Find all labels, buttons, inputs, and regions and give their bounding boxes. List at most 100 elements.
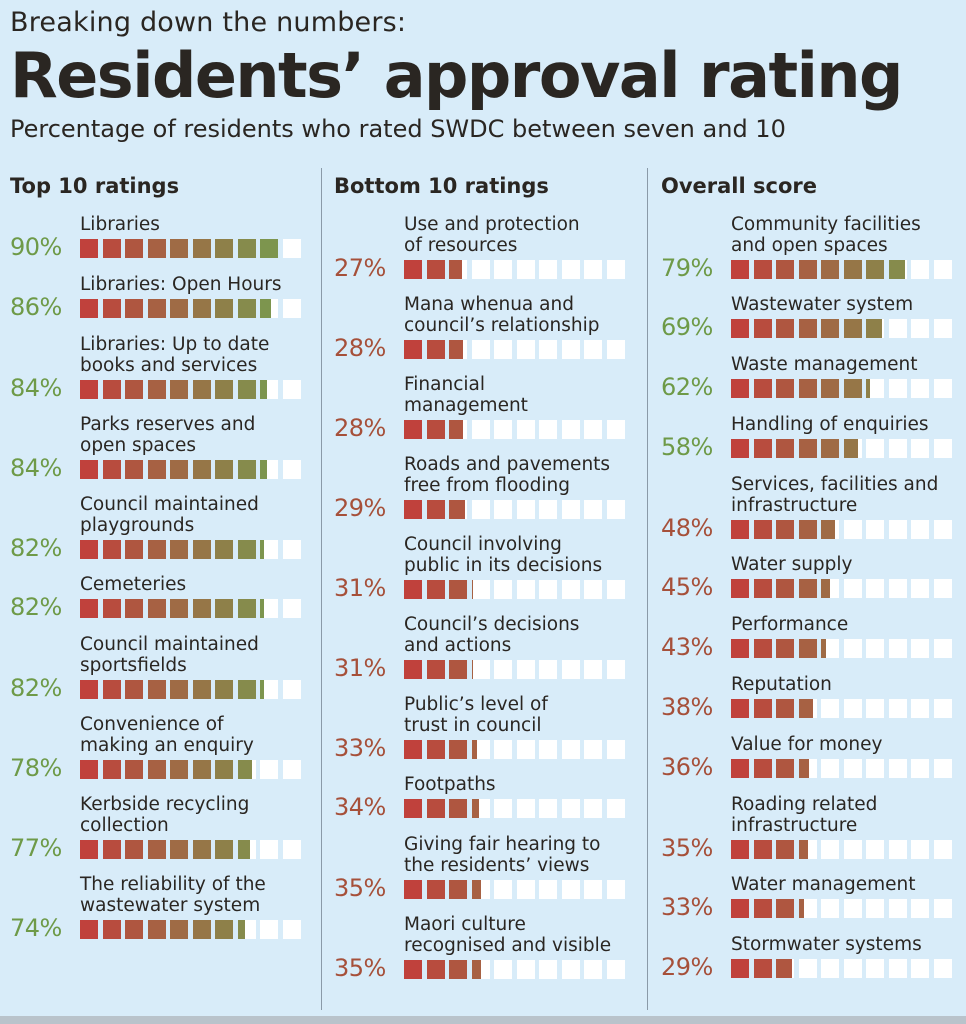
bar-segment-fill	[192, 380, 211, 399]
bar-segment	[731, 840, 749, 859]
bar-segment	[125, 920, 143, 939]
bar-segment	[731, 260, 749, 279]
bar-segment	[866, 439, 884, 458]
bar-segment-fill	[125, 540, 143, 559]
bar-segment-fill	[215, 599, 233, 618]
column-heading: Top 10 ratings	[10, 174, 180, 198]
bar-segment-fill	[821, 579, 830, 598]
bar-segment	[147, 599, 166, 618]
bar-segment-fill	[731, 319, 749, 338]
bar-segment	[170, 840, 188, 859]
bar-segment-fill	[80, 760, 98, 779]
bar-segment	[449, 660, 467, 679]
rating-percent: 35%	[334, 954, 386, 982]
bar-segment	[821, 639, 839, 658]
bar-segment	[731, 959, 749, 978]
rating-percent: 33%	[661, 893, 713, 921]
rating-percent: 36%	[661, 753, 713, 781]
bar-segment	[170, 680, 188, 699]
bar-segment	[933, 260, 952, 279]
rating-label: Convenience of	[80, 714, 224, 735]
bar-segment	[282, 599, 301, 618]
rating-percent: 79%	[661, 254, 713, 282]
rating-label: books and services	[80, 355, 258, 376]
rating-label: Handling of enquiries	[731, 414, 929, 435]
bar-segment-fill	[237, 380, 256, 399]
bar-segment	[215, 840, 233, 859]
bar-segment	[282, 760, 301, 779]
bar-segment	[170, 920, 188, 939]
rating-label: open spaces	[80, 435, 196, 456]
bar-segment	[911, 520, 929, 539]
bar-segment	[147, 239, 166, 258]
rating-label: The reliability of the	[80, 874, 266, 895]
rating-percent: 78%	[10, 754, 62, 782]
bar-segment-fill	[237, 299, 256, 318]
bar-segment	[516, 880, 535, 899]
rating-percent: 35%	[661, 834, 713, 862]
bar-segment-fill	[731, 699, 749, 718]
bar-segment	[260, 380, 278, 399]
bar-segment-fill	[798, 520, 817, 539]
bar-segment-fill	[776, 520, 794, 539]
bar-segment	[215, 380, 233, 399]
bar-segment-fill	[471, 580, 474, 599]
rating-bar	[731, 439, 952, 458]
bar-segment	[260, 680, 278, 699]
bar-segment-fill	[237, 239, 256, 258]
bar-segment-fill	[102, 380, 121, 399]
bar-segment-fill	[192, 460, 211, 479]
bar-segment	[606, 740, 625, 759]
rating-label: Roads and pavements	[404, 454, 611, 475]
bar-segment	[494, 420, 512, 439]
bar-segment	[215, 920, 233, 939]
bar-segment-fill	[426, 500, 445, 519]
bar-segment	[798, 319, 817, 338]
rating-percent: 35%	[334, 874, 386, 902]
bar-segment	[471, 420, 490, 439]
bar-segment-fill	[449, 740, 467, 759]
bar-segment-fill	[731, 959, 749, 978]
bar-segment-fill	[260, 239, 278, 258]
bar-segment	[539, 799, 557, 818]
page-title: Residents’ approval rating	[10, 39, 903, 112]
bar-segment	[798, 639, 817, 658]
bar-segment	[866, 759, 884, 778]
bar-segment-fill	[449, 500, 466, 519]
bar-segment	[561, 260, 580, 279]
bar-segment	[933, 840, 952, 859]
bar-segment-fill	[426, 660, 445, 679]
bar-segment	[282, 460, 301, 479]
bar-segment-fill	[776, 639, 794, 658]
bar-segment	[798, 699, 817, 718]
bar-segment	[237, 760, 256, 779]
bar-segment	[147, 380, 166, 399]
bar-segment	[102, 239, 121, 258]
bar-segment-fill	[102, 680, 121, 699]
bar-segment	[170, 760, 188, 779]
bar-segment	[606, 580, 625, 599]
bar-segment	[147, 299, 166, 318]
bar-segment-fill	[731, 439, 749, 458]
bar-segment-fill	[776, 899, 794, 918]
bar-segment-fill	[753, 759, 772, 778]
bar-segment-fill	[843, 260, 862, 279]
bar-segment-fill	[215, 299, 233, 318]
bar-segment	[753, 379, 772, 398]
bar-segment	[170, 299, 188, 318]
bar-segment-fill	[260, 599, 264, 618]
bar-segment	[282, 380, 301, 399]
bar-segment	[404, 420, 422, 439]
bar-segment	[516, 580, 535, 599]
bar-segment	[426, 500, 445, 519]
bar-segment	[494, 340, 512, 359]
bar-segment	[843, 639, 862, 658]
bar-segment	[471, 580, 490, 599]
bar-segment-fill	[426, 260, 445, 279]
rating-label: Council involving	[404, 534, 562, 555]
bar-segment	[516, 960, 535, 979]
bar-segment	[539, 960, 557, 979]
bar-segment-fill	[798, 579, 817, 598]
bar-segment	[192, 599, 211, 618]
rating-label: Performance	[731, 614, 849, 635]
